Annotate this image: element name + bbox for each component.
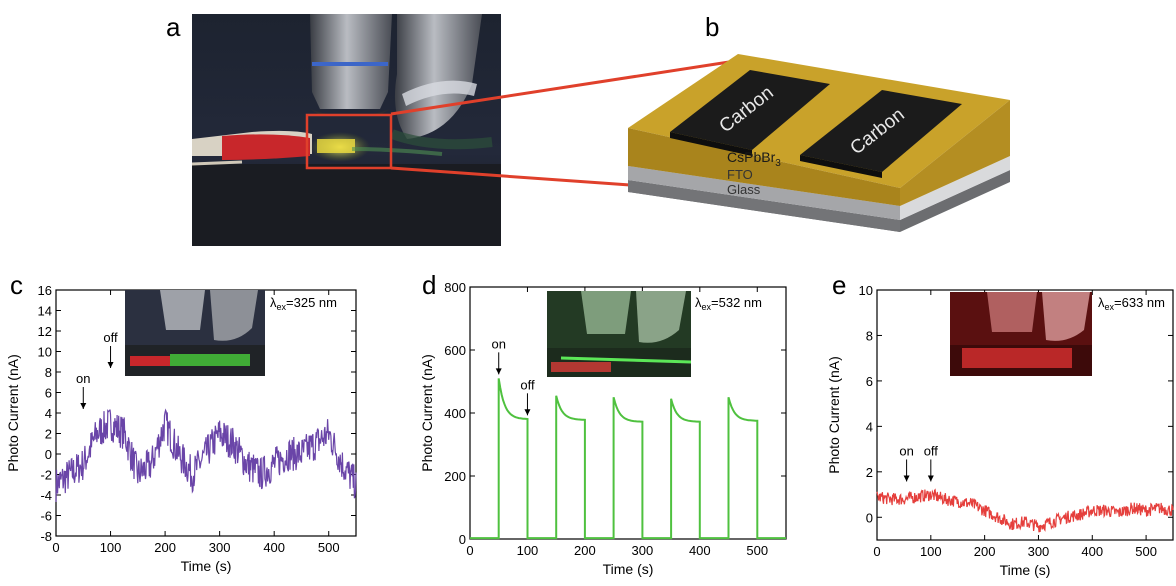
chart-d-inset — [547, 291, 692, 377]
y-tick-label: -2 — [40, 468, 52, 483]
panel-letter-b: b — [705, 12, 720, 42]
chart-d-ylabel: Photo Current (nA) — [419, 354, 435, 472]
annotation-on: on — [491, 336, 505, 351]
x-tick-label: 500 — [1135, 544, 1157, 559]
y-tick-label: 6 — [45, 386, 52, 401]
panel-letter-c: c — [10, 270, 23, 300]
x-tick-label: 0 — [52, 540, 59, 555]
x-tick-label: 200 — [974, 544, 996, 559]
panel-letter-d: d — [422, 270, 437, 300]
fto-layer — [628, 156, 1010, 220]
microscope-photo — [192, 14, 501, 246]
chart-c: 0 100 200 300 400 500 -8 -6 -4 -2 0 2 4 6 8 10 12 14 16 Tim… — [5, 283, 357, 574]
svg-text:λex=532 nm: λex=532 nm — [695, 295, 762, 312]
x-tick-label: 0 — [873, 544, 880, 559]
y-tick-label: 0 — [866, 510, 873, 525]
fto-label: FTO — [727, 167, 753, 182]
chart-d-series-line — [470, 378, 786, 540]
svg-text:λex=325 nm: λex=325 nm — [270, 295, 337, 312]
chart-e-axes: 0 100 200 300 400 500 0 2 4 6 8 10 Time (s) Photo Cur… — [826, 283, 1174, 578]
carbon-electrode-left — [670, 70, 830, 150]
y-tick-label: 0 — [45, 447, 52, 462]
device-schematic: Carbon Carbon CsPbBr3 FTO Glass — [628, 54, 1010, 232]
annotation-on: on — [899, 443, 913, 458]
chart-d-axes: 0 100 200 300 400 500 0 200 400 600 800 Time (s) Pho… — [419, 280, 787, 577]
chart-d-xlabel: Time (s) — [603, 561, 654, 577]
chart-e-frame — [876, 289, 1174, 541]
y-tick-label: 8 — [45, 365, 52, 380]
chart-e: 0 100 200 300 400 500 0 2 4 6 8 10 Time (s) Photo Cur… — [826, 283, 1174, 578]
y-tick-label: 2 — [866, 465, 873, 480]
y-tick-label: 4 — [45, 406, 52, 421]
y-tick-label: 800 — [444, 280, 466, 295]
x-tick-label: 300 — [1028, 544, 1050, 559]
chart-c-series-line — [55, 408, 357, 503]
chart-e-excitation: λex=633 nm — [1098, 295, 1165, 312]
annotation-off: off — [924, 443, 939, 458]
chart-c-ylabel: Photo Current (nA) — [5, 354, 21, 472]
x-tick-label: 200 — [154, 540, 176, 555]
chart-e-ylabel: Photo Current (nA) — [826, 356, 842, 474]
x-tick-label: 400 — [689, 543, 711, 558]
y-tick-label: 0 — [459, 532, 466, 547]
x-tick-label: 400 — [1081, 544, 1103, 559]
chart-d-excitation: λex=532 nm — [695, 295, 762, 312]
y-tick-label: 400 — [444, 406, 466, 421]
perovskite-label: CsPbBr3 — [727, 149, 781, 169]
y-tick-label: 10 — [859, 283, 873, 298]
annotation-on: on — [76, 371, 90, 386]
y-tick-label: 12 — [38, 324, 52, 339]
chart-c-excitation: λex=325 nm — [270, 295, 337, 312]
x-tick-label: 300 — [632, 543, 654, 558]
x-tick-label: 100 — [100, 540, 122, 555]
x-tick-label: 500 — [746, 543, 768, 558]
x-tick-label: 200 — [574, 543, 596, 558]
annotation-off: off — [103, 330, 118, 345]
carbon-electrode-right — [800, 90, 962, 172]
y-tick-label: 600 — [444, 343, 466, 358]
y-tick-label: -6 — [40, 509, 52, 524]
y-tick-label: -4 — [40, 488, 52, 503]
chart-e-series-line — [876, 488, 1174, 533]
chart-c-axes: 0 100 200 300 400 500 -8 -6 -4 -2 0 2 4 6 8 10 12 14 16 Tim… — [5, 283, 357, 574]
annotation-off: off — [520, 377, 535, 392]
y-tick-label: 4 — [866, 419, 873, 434]
panel-letter-a: a — [166, 12, 181, 42]
x-tick-label: 400 — [263, 540, 285, 555]
chart-d: 0 100 200 300 400 500 0 200 400 600 800 Time (s) Pho… — [419, 280, 787, 577]
chart-c-xlabel: Time (s) — [181, 558, 232, 574]
zoom-lines — [390, 58, 743, 187]
chart-c-inset — [125, 290, 265, 376]
x-tick-label: 100 — [517, 543, 539, 558]
y-tick-label: 2 — [45, 427, 52, 442]
x-tick-label: 0 — [466, 543, 473, 558]
y-tick-label: 16 — [38, 283, 52, 298]
y-tick-label: 8 — [866, 328, 873, 343]
zoom-line-bottom — [390, 166, 631, 187]
glass-label: Glass — [727, 182, 761, 197]
chart-e-inset — [950, 292, 1092, 376]
y-tick-label: 14 — [38, 304, 52, 319]
perovskite-layer — [628, 54, 1010, 188]
panel-letter-e: e — [832, 270, 847, 300]
x-tick-label: 300 — [209, 540, 231, 555]
y-tick-label: 10 — [38, 345, 52, 360]
zoom-line-top — [390, 58, 743, 116]
x-tick-label: 100 — [920, 544, 942, 559]
y-tick-label: -8 — [40, 529, 52, 544]
chart-e-xlabel: Time (s) — [1000, 562, 1051, 578]
y-tick-label: 200 — [444, 469, 466, 484]
y-tick-label: 6 — [866, 374, 873, 389]
x-tick-label: 500 — [318, 540, 340, 555]
svg-text:λex=633 nm: λex=633 nm — [1098, 295, 1165, 312]
glass-layer — [628, 170, 1010, 232]
